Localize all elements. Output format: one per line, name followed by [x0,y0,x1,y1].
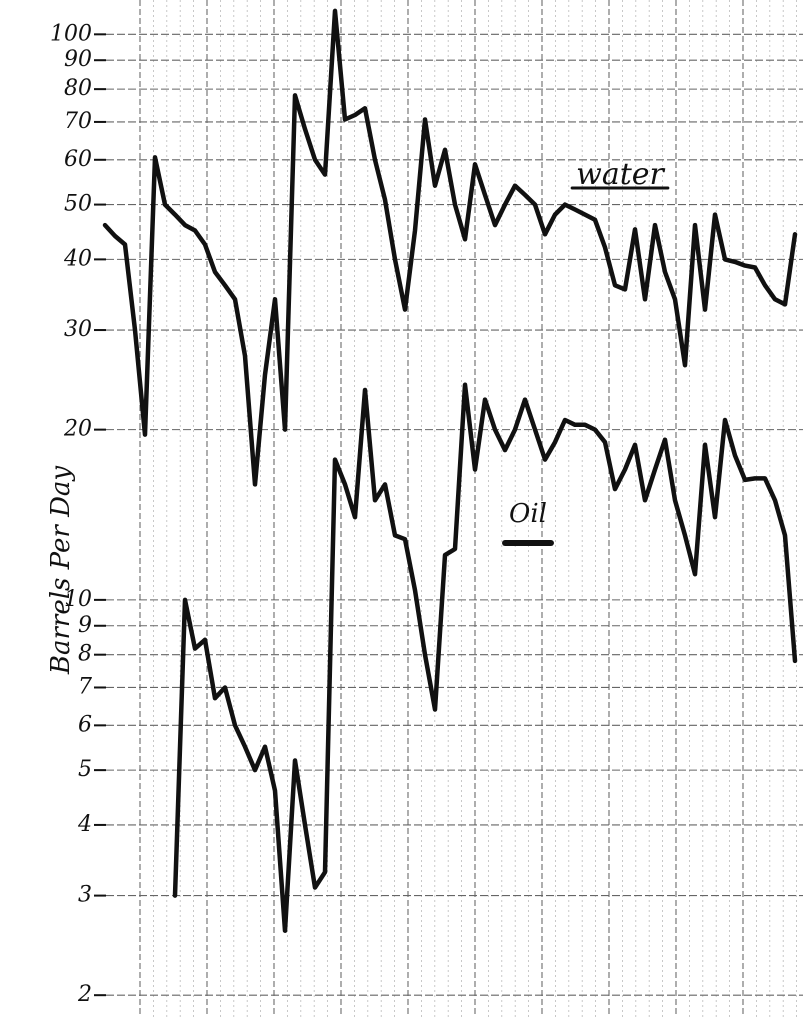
annotation: Oil [509,499,547,529]
y-tick-label: 7 [78,674,92,699]
y-tick-label: 2 [77,982,92,1007]
y-tick-label: 80 [64,76,92,101]
y-tick-label: 60 [64,147,92,172]
y-tick-label: 9 [78,613,92,638]
y-tick-label: 30 [64,317,92,342]
y-axis-label: Barrels Per Day [46,466,76,676]
y-tick-label: 8 [78,642,92,667]
y-tick-label: 6 [78,712,92,737]
y-tick-label: 20 [63,417,92,442]
y-tick-label: 4 [77,812,92,837]
y-tick-label: 3 [78,883,92,908]
y-tick-label: 40 [63,246,92,271]
data-line [172,382,798,933]
y-tick-label: 70 [64,109,92,134]
y-tick-label: 50 [64,192,92,217]
y-tick-label: 90 [64,47,92,72]
y-tick-label: 10 [64,587,92,612]
y-tick-label: 5 [78,757,92,782]
y-tick-label: 100 [50,21,92,46]
annotation: water [576,157,665,192]
data-line [102,8,798,487]
